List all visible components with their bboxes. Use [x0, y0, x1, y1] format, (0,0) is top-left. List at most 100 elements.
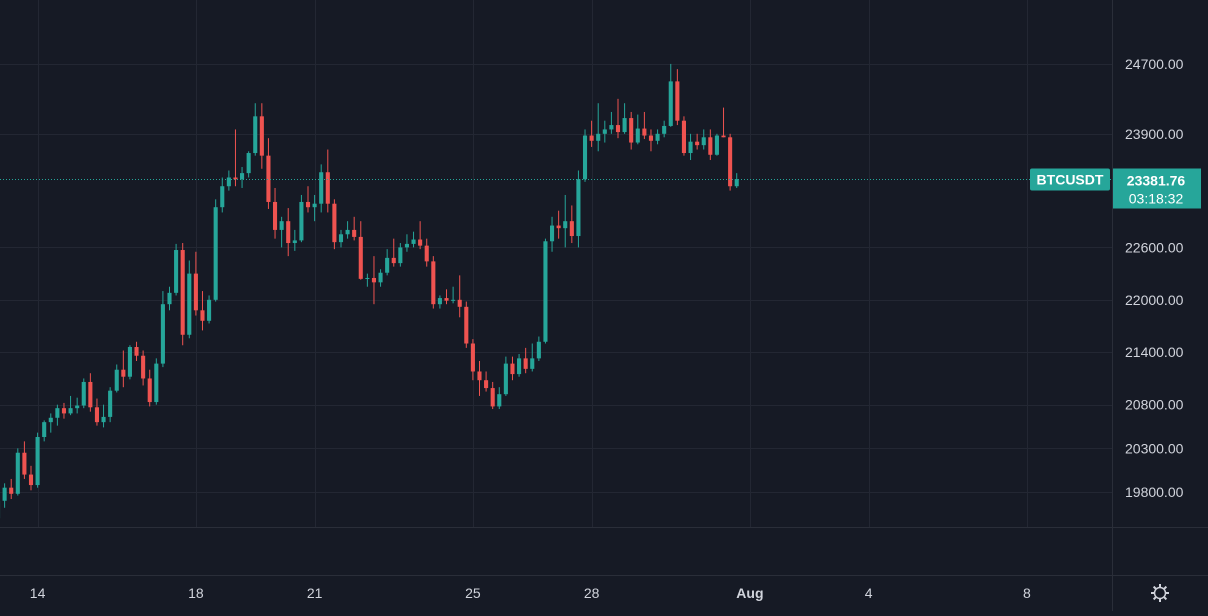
- candle-body: [319, 172, 323, 203]
- candle-body: [102, 417, 106, 422]
- candle-body: [695, 142, 699, 145]
- candle[interactable]: [181, 243, 185, 345]
- candle[interactable]: [128, 345, 132, 379]
- candle-body: [583, 136, 587, 180]
- candle-body: [88, 382, 92, 407]
- candle-body: [662, 126, 666, 134]
- candle-body: [181, 250, 185, 335]
- candle-body: [702, 137, 706, 145]
- x-tick-label: Aug: [736, 585, 763, 601]
- candle-body: [167, 293, 171, 304]
- candle-body: [385, 258, 389, 273]
- candle-body: [715, 136, 719, 155]
- last-price-value: 23381.76: [1127, 173, 1186, 189]
- candle-body: [365, 278, 369, 279]
- candle-body: [286, 221, 290, 243]
- candle[interactable]: [299, 195, 303, 242]
- candle-body: [596, 134, 600, 141]
- candle[interactable]: [543, 239, 547, 344]
- x-tick-label: 8: [1023, 585, 1031, 601]
- symbol-label[interactable]: BTCUSDT: [1030, 169, 1110, 191]
- candle-body: [266, 156, 270, 202]
- candle[interactable]: [728, 134, 732, 191]
- y-tick-label: 19800.00: [1125, 484, 1184, 500]
- candle[interactable]: [576, 171, 580, 248]
- candle-body: [240, 173, 244, 179]
- symbol-label-text: BTCUSDT: [1037, 172, 1104, 188]
- candle-body: [530, 358, 534, 368]
- candle-body: [62, 408, 66, 413]
- candle-body: [293, 240, 297, 243]
- candle-body: [675, 81, 679, 120]
- x-tick-label: 21: [307, 585, 323, 601]
- candle-body: [379, 273, 383, 283]
- candle-body: [656, 134, 660, 141]
- candle-body: [517, 358, 521, 374]
- candle-body: [418, 240, 422, 246]
- candle-body: [227, 177, 231, 186]
- candle-body: [458, 300, 462, 307]
- candle-body: [563, 221, 567, 228]
- candle-body: [431, 261, 435, 304]
- candle-body: [464, 307, 468, 344]
- candle-body: [352, 230, 356, 237]
- candle-body: [187, 274, 191, 335]
- candle-body: [3, 488, 7, 501]
- y-tick-label: 22600.00: [1125, 239, 1184, 255]
- y-tick-label: 20300.00: [1125, 440, 1184, 456]
- candle-body: [497, 394, 501, 406]
- candle-body: [55, 408, 59, 418]
- candle[interactable]: [464, 302, 468, 348]
- candle[interactable]: [583, 129, 587, 181]
- candle-body: [134, 347, 138, 356]
- candle-body: [359, 237, 363, 279]
- candle[interactable]: [332, 199, 336, 249]
- candle-body: [708, 137, 712, 154]
- candle-body: [108, 391, 112, 417]
- candle[interactable]: [174, 244, 178, 296]
- candle-body: [504, 364, 508, 395]
- candle-body: [233, 177, 237, 179]
- candle[interactable]: [715, 134, 719, 156]
- candle-body: [510, 364, 514, 374]
- candle[interactable]: [36, 433, 40, 488]
- candle[interactable]: [682, 116, 686, 155]
- candle-body: [326, 172, 330, 203]
- candle[interactable]: [154, 358, 158, 404]
- candle-body: [484, 380, 488, 388]
- candle-body: [214, 207, 218, 300]
- candle-body: [75, 406, 79, 409]
- candle-body: [537, 342, 541, 359]
- candle-body: [636, 129, 640, 143]
- candle-body: [444, 298, 448, 301]
- candle[interactable]: [82, 378, 86, 408]
- candle-body: [16, 453, 20, 494]
- candle-body: [543, 241, 547, 341]
- candle-body: [332, 204, 336, 242]
- candle-body: [649, 136, 653, 141]
- candle[interactable]: [431, 256, 435, 308]
- candle-body: [609, 125, 613, 129]
- candle-body: [161, 304, 165, 363]
- candle-body: [306, 202, 310, 207]
- candle-body: [682, 121, 686, 153]
- candle[interactable]: [16, 448, 20, 495]
- candle-body: [398, 247, 402, 263]
- candle-body: [557, 226, 561, 229]
- candle-body: [9, 488, 13, 494]
- candle-body: [576, 179, 580, 236]
- candle-body: [728, 137, 732, 186]
- candle-body: [247, 153, 251, 173]
- candle-body: [200, 310, 204, 320]
- candle[interactable]: [214, 199, 218, 301]
- candle-body: [471, 344, 475, 372]
- candle-body: [372, 278, 376, 282]
- candle-body: [121, 370, 125, 377]
- candle-body: [260, 116, 264, 155]
- candle-body: [95, 407, 99, 422]
- candle-body: [141, 356, 145, 379]
- candle-body: [346, 230, 350, 234]
